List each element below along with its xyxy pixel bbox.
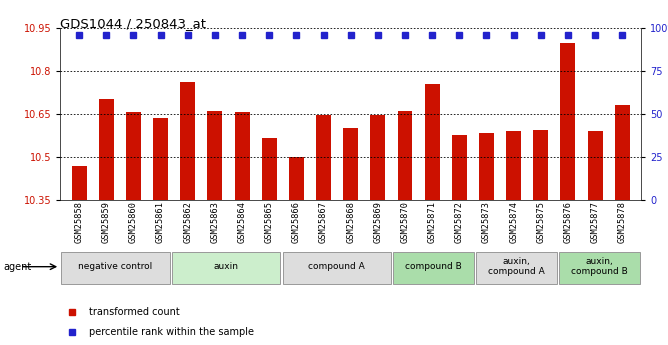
Bar	[533, 130, 548, 200]
Bar	[452, 136, 467, 200]
Text: GSM25870: GSM25870	[401, 201, 409, 243]
FancyBboxPatch shape	[476, 252, 557, 284]
Text: GDS1044 / 250843_at: GDS1044 / 250843_at	[60, 17, 206, 30]
FancyBboxPatch shape	[559, 252, 640, 284]
Bar	[234, 112, 250, 200]
Text: GSM25861: GSM25861	[156, 201, 165, 243]
Text: GSM25876: GSM25876	[563, 201, 572, 243]
Bar	[153, 118, 168, 200]
Bar	[65, 200, 93, 250]
Bar	[99, 99, 114, 200]
Text: GSM25866: GSM25866	[292, 201, 301, 243]
Text: GSM25874: GSM25874	[509, 201, 518, 243]
Bar	[126, 112, 141, 200]
Bar	[337, 200, 364, 250]
Text: GSM25863: GSM25863	[210, 201, 219, 243]
Bar	[425, 84, 440, 200]
Text: negative control: negative control	[78, 262, 152, 271]
FancyBboxPatch shape	[283, 252, 391, 284]
Bar	[262, 138, 277, 200]
Text: auxin,
compound A: auxin, compound A	[488, 257, 545, 276]
Bar	[370, 115, 385, 200]
Bar	[473, 200, 500, 250]
Bar	[506, 131, 521, 200]
Bar	[120, 200, 147, 250]
Bar	[615, 105, 630, 200]
Text: GSM25868: GSM25868	[346, 201, 355, 243]
Bar	[364, 200, 391, 250]
Text: transformed count: transformed count	[90, 307, 180, 317]
Bar	[609, 200, 636, 250]
Bar	[479, 132, 494, 200]
Text: compound A: compound A	[309, 262, 365, 271]
Text: GSM25878: GSM25878	[618, 201, 627, 243]
Bar	[527, 200, 554, 250]
Bar	[180, 82, 195, 200]
Bar	[391, 200, 419, 250]
Bar	[208, 111, 222, 200]
Bar	[343, 128, 358, 200]
Text: GSM25865: GSM25865	[265, 201, 274, 243]
Bar	[419, 200, 446, 250]
Text: GSM25858: GSM25858	[75, 201, 84, 243]
FancyBboxPatch shape	[393, 252, 474, 284]
Text: GSM25859: GSM25859	[102, 201, 111, 243]
Bar	[397, 111, 412, 200]
Bar	[316, 115, 331, 200]
Text: GSM25867: GSM25867	[319, 201, 328, 243]
FancyBboxPatch shape	[172, 252, 281, 284]
Bar	[283, 200, 310, 250]
Text: percentile rank within the sample: percentile rank within the sample	[90, 327, 255, 337]
Text: GSM25862: GSM25862	[183, 201, 192, 243]
Bar	[93, 200, 120, 250]
Text: auxin: auxin	[214, 262, 238, 271]
Bar	[582, 200, 609, 250]
Text: GSM25871: GSM25871	[428, 201, 437, 243]
Bar	[446, 200, 473, 250]
Text: GSM25864: GSM25864	[238, 201, 246, 243]
Bar	[174, 200, 201, 250]
Bar	[588, 131, 603, 200]
Bar	[256, 200, 283, 250]
Bar	[201, 200, 228, 250]
FancyBboxPatch shape	[61, 252, 170, 284]
Text: auxin,
compound B: auxin, compound B	[571, 257, 628, 276]
Text: GSM25869: GSM25869	[373, 201, 382, 243]
Text: agent: agent	[3, 262, 31, 272]
Text: GSM25873: GSM25873	[482, 201, 491, 243]
Bar	[228, 200, 256, 250]
Bar	[289, 157, 304, 200]
Text: GSM25860: GSM25860	[129, 201, 138, 243]
Bar	[554, 200, 582, 250]
Bar	[147, 200, 174, 250]
Text: compound B: compound B	[405, 262, 462, 271]
Bar	[71, 166, 87, 200]
Bar	[310, 200, 337, 250]
Bar	[560, 43, 575, 200]
Text: GSM25875: GSM25875	[536, 201, 545, 243]
Text: GSM25872: GSM25872	[455, 201, 464, 243]
Bar	[500, 200, 527, 250]
Text: GSM25877: GSM25877	[591, 201, 600, 243]
